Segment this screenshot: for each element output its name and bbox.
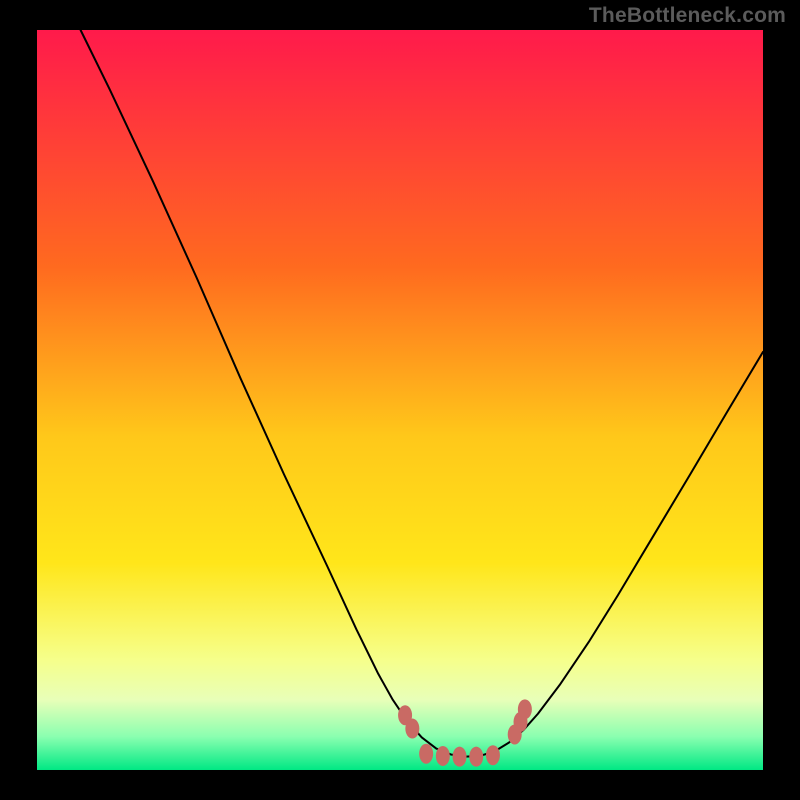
marker-point [518, 699, 532, 719]
plot-background [37, 30, 763, 770]
bottleneck-chart [0, 0, 800, 800]
marker-point [486, 745, 500, 765]
marker-point [419, 744, 433, 764]
watermark-text: TheBottleneck.com [589, 4, 786, 28]
marker-point [469, 747, 483, 767]
marker-point [405, 719, 419, 739]
chart-frame: { "watermark": { "text": "TheBottleneck.… [0, 0, 800, 800]
marker-point [436, 746, 450, 766]
marker-point [453, 747, 467, 767]
